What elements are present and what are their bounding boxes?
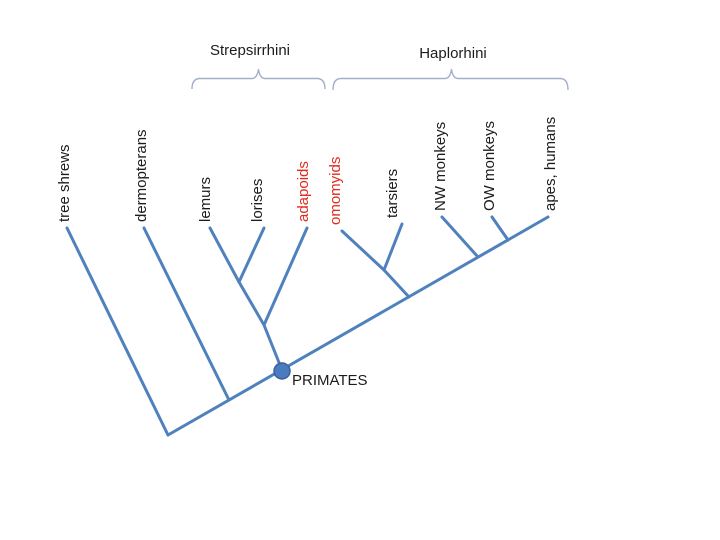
taxon-label-tree-shrews: tree shrews [56,144,73,222]
taxon-label-nw-monkeys: NW monkeys [432,121,449,211]
branch-dermopterans [142,226,231,402]
taxon-label-dermopterans: dermopterans [133,129,150,222]
branch-adapoids [262,226,309,327]
branch-trunk [166,215,550,437]
branch-omomyid-tarsier-stem [382,268,411,299]
group-label-strepsirrhini: Strepsirrhini [209,42,291,59]
group-label-haplorhini: Haplorhini [419,45,487,62]
primates-node-marker [273,362,291,380]
strepsirrhini-brace [191,68,326,90]
branch-strepsirrhini-stem [237,280,284,372]
haplorhini-brace [332,68,569,91]
taxon-label-adapoids: adapoids [295,161,312,222]
taxon-label-omomyids: omomyids [327,156,344,225]
branch-omomyids [340,229,386,272]
branch-lorises [237,226,266,284]
branch-lemurs [208,226,241,284]
taxon-label-ow-monkeys: OW monkeys [481,120,498,211]
taxon-label-apes-humans: apes, humans [542,116,559,211]
branch-nw-monkeys [440,215,480,259]
taxon-label-tarsiers: tarsiers [384,168,401,218]
branch-tree-shrews [65,226,170,437]
branch-ow-monkeys [490,215,510,242]
primates-node-label: PRIMATES [292,372,368,389]
branch-tarsiers [382,222,404,272]
taxon-label-lorises: lorises [249,178,266,222]
taxon-label-lemurs: lemurs [197,176,214,222]
